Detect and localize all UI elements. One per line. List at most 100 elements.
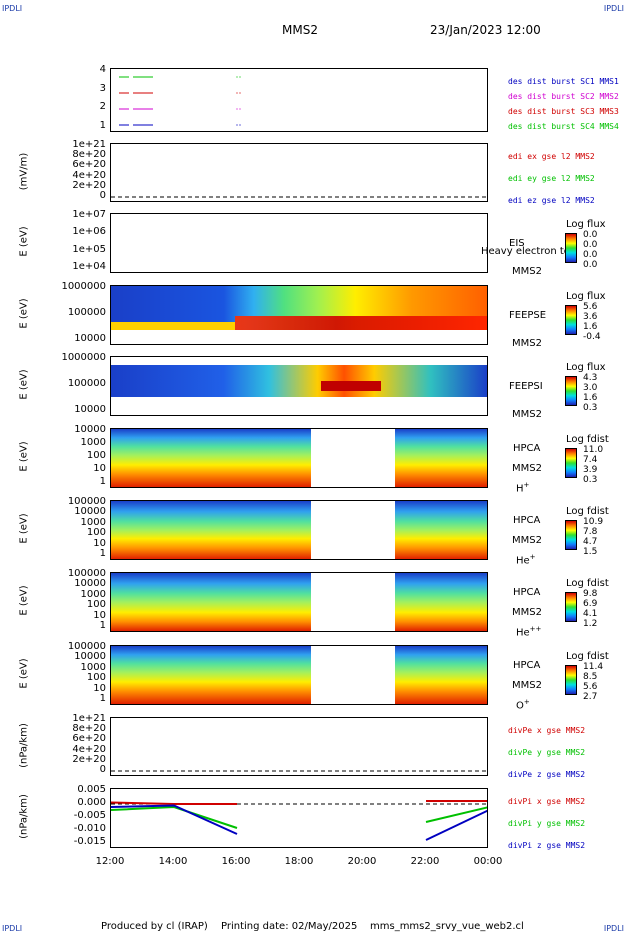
y-tick-label-feepsi: 100000 <box>67 378 106 389</box>
instrument-label-hpca_he: HPCA <box>513 515 541 526</box>
colorbar-title-hpca_hepp: Log fdist <box>566 578 609 589</box>
y-tick-label-edi: 1e+21 <box>72 139 106 150</box>
colorbar-feepse <box>565 305 577 335</box>
legend-entry-dist: des dist burst SC1 MMS1 <box>508 77 619 86</box>
x-tick-label: 12:00 <box>95 856 125 867</box>
y-tick-label-hpca_o: 100000 <box>67 641 106 652</box>
species-charge: + <box>523 481 530 489</box>
colorbar-value-hpca_o: 11.4 <box>583 662 604 672</box>
colorbar-title-hpca_he: Log fdist <box>566 506 609 517</box>
y-axis-title-divpi: (nPa/km) <box>18 794 30 839</box>
legend-entry-dist: des dist burst SC3 MMS3 <box>508 107 619 116</box>
y-tick-label-hpca_he: 1000 <box>80 516 106 528</box>
y-tick-label-hpca_hepp: 1000 <box>80 588 106 600</box>
y-tick-label-hpca_hepp: 100000 <box>67 568 106 579</box>
spacecraft-label-hpca_he: MMS2 <box>512 535 542 546</box>
y-tick-label-divpe: 0 <box>99 764 106 775</box>
colorbar-value-hpca_h: 3.9 <box>583 465 598 475</box>
y-tick-label-hpca_h: 10000 <box>74 424 106 435</box>
footer-printing-date: Printing date: 02/May/2025 <box>221 921 358 932</box>
y-axis-title-hpca_hepp: E (eV) <box>18 585 30 616</box>
corner-label-top-left: IPDLI <box>2 4 23 13</box>
panel-hpca-hepp <box>110 572 488 632</box>
corner-label-bottom-right: IPDLI <box>603 924 624 933</box>
colorbar-value-eis: 0.0 <box>583 260 598 270</box>
y-axis-title-feepsi: E (eV) <box>18 369 30 400</box>
y-tick-label-edi: 2e+20 <box>72 179 106 191</box>
y-tick-label-divpi: 0.000 <box>77 797 106 808</box>
colorbar-eis <box>565 233 577 263</box>
legend-entry-edi: edi ey gse l2 MMS2 <box>508 174 595 183</box>
colorbar-title-feepsi: Log flux <box>566 362 606 373</box>
y-tick-label-divpi: -0.010 <box>73 823 106 834</box>
spacecraft-label-eis: MMS2 <box>512 266 542 277</box>
y-tick-label-hpca_o: 10 <box>93 682 106 694</box>
y-tick-label-divpe: 6e+20 <box>72 733 106 745</box>
footer-script-name: mms_mms2_srvy_vue_web2.cl <box>370 921 524 932</box>
y-tick-label-divpe: 1e+21 <box>72 713 106 724</box>
y-axis-title-hpca_h: E (eV) <box>18 441 30 472</box>
colorbar-value-feepsi: 4.3 <box>583 373 598 383</box>
colorbar-title-hpca_o: Log fdist <box>566 651 609 662</box>
y-tick-label-divpi: -0.015 <box>73 836 106 847</box>
panel-dist <box>110 68 488 132</box>
footer-produced-by: Produced by cl (IRAP) <box>101 921 208 932</box>
colorbar-hpca_o <box>565 665 577 695</box>
instrument-label-hpca_hepp: HPCA <box>513 587 541 598</box>
colorbar-value-feepsi: 0.3 <box>583 403 598 413</box>
overlay-label-eis: Heavy electron to <box>481 246 570 257</box>
colorbar-value-hpca_hepp: 6.9 <box>583 599 598 609</box>
panel-hpca-he <box>110 500 488 560</box>
spacecraft-title: MMS2 <box>282 23 318 37</box>
colorbar-value-hpca_hepp: 9.8 <box>583 589 598 599</box>
instrument-label-feepsi: FEEPSI <box>509 381 543 392</box>
y-tick-label-hpca_he: 100000 <box>67 496 106 507</box>
x-tick-label: 22:00 <box>410 856 440 867</box>
colorbar-value-feepse: 3.6 <box>583 312 598 322</box>
y-tick-label-divpi: -0.005 <box>73 810 106 821</box>
colorbar-value-hpca_hepp: 4.1 <box>583 609 598 619</box>
colorbar-hpca_hepp <box>565 592 577 622</box>
y-axis-title-eis: E (eV) <box>18 226 30 257</box>
legend-entry-dist: des dist burst SC4 MMS4 <box>508 122 619 131</box>
y-axis-title-hpca_he: E (eV) <box>18 513 30 544</box>
y-axis-title-divpe: (nPa/km) <box>18 722 30 768</box>
panel-edi <box>110 143 488 202</box>
colorbar-value-feepsi: 1.6 <box>583 393 598 403</box>
y-tick-label-hpca_he: 10 <box>93 537 106 549</box>
panel-divpi <box>110 788 488 848</box>
colorbar-value-eis: 0.0 <box>583 230 598 240</box>
y-axis-title-edi: (mV/m) <box>18 152 30 190</box>
colorbar-value-hpca_he: 4.7 <box>583 537 598 547</box>
series-line-2 <box>425 809 487 841</box>
y-tick-label-dist: 4 <box>99 64 106 75</box>
species-label-hpca_hepp: He++ <box>516 625 542 639</box>
instrument-label-hpca_h: HPCA <box>513 443 541 454</box>
panel-eis <box>110 213 488 273</box>
y-tick-label-divpe: 2e+20 <box>72 753 106 765</box>
colorbar-value-eis: 0.0 <box>583 250 598 260</box>
x-tick-label: 14:00 <box>158 856 188 867</box>
species-label-hpca_he: He+ <box>516 553 536 567</box>
y-tick-label-hpca_o: 1000 <box>80 661 106 673</box>
colorbar-title-eis: Log flux <box>566 219 606 230</box>
colorbar-value-feepse: -0.4 <box>583 332 601 342</box>
colorbar-feepsi <box>565 376 577 406</box>
colorbar-value-feepse: 5.6 <box>583 302 598 312</box>
y-tick-label-feepse: 1000000 <box>61 281 106 292</box>
y-tick-label-dist: 3 <box>99 82 106 94</box>
colorbar-value-hpca_he: 7.8 <box>583 527 598 537</box>
y-axis-title-hpca_o: E (eV) <box>18 658 30 689</box>
divpi-plot <box>111 800 487 841</box>
y-tick-label-edi: 0 <box>99 190 106 201</box>
y-tick-label-divpi: 0.005 <box>77 784 106 795</box>
colorbar-value-hpca_he: 1.5 <box>583 547 598 557</box>
x-tick-label: 00:00 <box>473 856 503 867</box>
spacecraft-label-hpca_h: MMS2 <box>512 463 542 474</box>
spacecraft-label-hpca_hepp: MMS2 <box>512 607 542 618</box>
y-tick-label-hpca_hepp: 10 <box>93 609 106 621</box>
x-tick-label: 20:00 <box>347 856 377 867</box>
species-label-hpca_o: O+ <box>516 698 530 712</box>
colorbar-value-hpca_he: 10.9 <box>583 517 604 527</box>
colorbar-hpca_h <box>565 448 577 478</box>
